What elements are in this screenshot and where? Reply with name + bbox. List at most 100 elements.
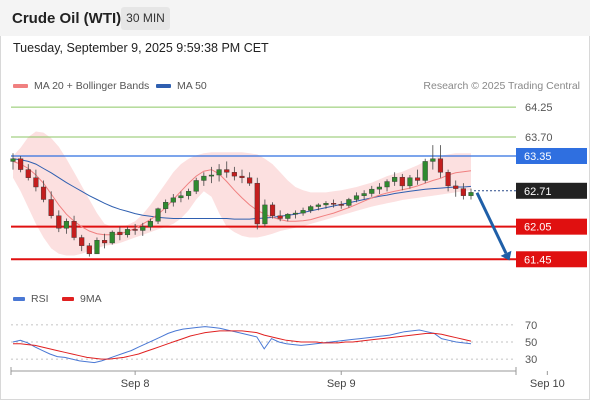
legend-ma20: MA 20 + Bollinger Bands (13, 80, 149, 92)
candle (254, 182, 260, 225)
level-label-61-45: 61.45 (524, 254, 552, 266)
legend-rsi-label: RSI (31, 293, 49, 305)
candle (361, 193, 367, 196)
candle (201, 175, 207, 181)
legend-ma50: MA 50 (156, 80, 207, 92)
candle (193, 180, 199, 192)
level-label-63-70: 63.70 (525, 132, 553, 144)
current-price-label: 62.71 (524, 186, 552, 198)
candle (239, 175, 245, 178)
candle (178, 195, 184, 199)
ma20-line (12, 160, 472, 236)
candle (430, 158, 436, 162)
timeframe-button[interactable]: 30 MIN (121, 7, 170, 30)
candle (353, 195, 360, 200)
candle (132, 229, 138, 231)
candle (94, 240, 100, 255)
candle (109, 231, 115, 244)
current-price-tag (516, 182, 587, 199)
ma9-swatch (62, 297, 74, 301)
forecast-arrow-head (500, 250, 512, 261)
candle (376, 186, 382, 190)
candle (18, 158, 24, 170)
candle (25, 169, 31, 178)
candle (460, 188, 466, 196)
candle (422, 161, 428, 181)
header-bar: Crude Oil (WTI) 30 MIN (0, 0, 590, 36)
candle (315, 204, 321, 207)
candle (155, 208, 161, 222)
candle (86, 245, 92, 255)
candle (71, 221, 77, 238)
candle (308, 206, 314, 211)
candle (437, 158, 444, 173)
x-tick-label: Sep 10 (530, 378, 565, 390)
candle (186, 191, 192, 196)
candle (415, 177, 421, 181)
candle (407, 177, 413, 187)
ma50-line (12, 158, 472, 220)
level-tag-63-35 (516, 147, 587, 164)
candle (102, 240, 108, 244)
candle (262, 204, 268, 225)
level-tag-62-05 (516, 218, 587, 235)
candle (338, 204, 344, 206)
candle (140, 226, 146, 231)
candle (33, 177, 39, 188)
candle (216, 169, 222, 176)
candle (163, 202, 169, 209)
candle (285, 213, 291, 219)
candle (331, 203, 337, 205)
rsi-tick-70: 70 (525, 320, 537, 332)
candle (384, 181, 390, 188)
ma20-swatch (13, 84, 28, 88)
rsi-line (12, 326, 472, 364)
level-label-64-25: 64.25 (525, 102, 553, 114)
ma50-swatch (156, 84, 171, 88)
legend-rsi: RSI (13, 293, 49, 305)
candle (10, 158, 16, 162)
candle (468, 192, 474, 196)
rsi-tick-30: 30 (525, 354, 537, 366)
candles (10, 145, 474, 257)
candle (445, 172, 451, 187)
candle (79, 237, 85, 246)
bollinger-band (13, 131, 471, 256)
x-tick-label: Sep 9 (327, 378, 356, 390)
candle (269, 204, 276, 216)
candle (224, 169, 230, 173)
legend-ma50-label: MA 50 (177, 80, 207, 92)
level-label-62-05: 62.05 (524, 222, 552, 234)
legend-9ma: 9MA (62, 293, 102, 305)
candle (147, 221, 153, 227)
candle (346, 199, 352, 206)
level-label-63-35: 63.35 (524, 151, 552, 163)
candle (208, 174, 215, 177)
candle (117, 231, 123, 236)
candle (124, 229, 131, 236)
candle (392, 176, 398, 182)
candle (369, 188, 375, 194)
copyright: Research © 2025 Trading Central (423, 80, 580, 92)
level-tag-61-45 (516, 251, 587, 268)
candle (453, 185, 459, 189)
rsi-tick-50: 50 (525, 337, 537, 349)
timestamp: Tuesday, September 9, 2025 9:59:38 PM CE… (13, 41, 269, 55)
legend-9ma-label: 9MA (80, 293, 102, 305)
legend-ma20-label: MA 20 + Bollinger Bands (34, 80, 150, 92)
candle (399, 176, 405, 187)
rsi-ma9-line (13, 330, 472, 360)
candle (247, 177, 253, 184)
candle (231, 172, 237, 177)
candle (56, 215, 62, 229)
candle (170, 197, 176, 203)
candle (48, 199, 54, 216)
candle (63, 221, 69, 229)
candle (292, 212, 298, 215)
instrument-title: Crude Oil (WTI) (12, 10, 122, 27)
candle (300, 210, 306, 214)
candle (323, 203, 329, 206)
candle (40, 186, 47, 200)
candle (277, 215, 283, 219)
